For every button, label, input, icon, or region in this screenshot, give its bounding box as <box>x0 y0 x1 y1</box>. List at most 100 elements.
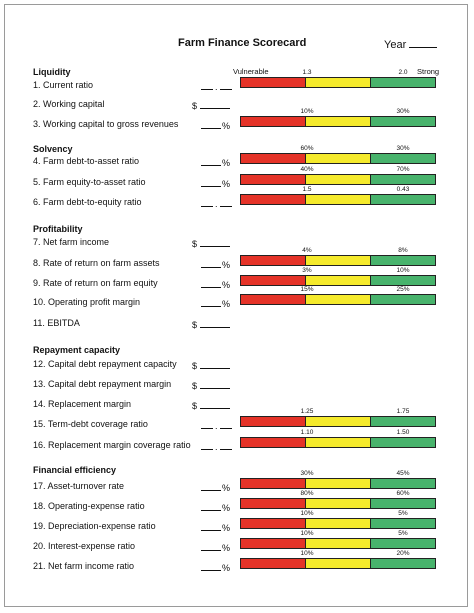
entry-line[interactable] <box>200 359 231 369</box>
entry-line-fraction[interactable] <box>219 419 232 429</box>
vulnerable-segment <box>241 539 305 548</box>
entry-line-fraction[interactable] <box>219 80 232 90</box>
percent-entry-3[interactable]: % <box>201 119 230 131</box>
threshold-label-4-1: 60% <box>300 145 314 152</box>
entry-line-whole[interactable] <box>201 419 213 429</box>
entry-line[interactable] <box>201 481 221 491</box>
strong-segment <box>371 175 435 184</box>
vulnerable-segment <box>241 417 305 426</box>
strong-segment <box>371 154 435 163</box>
year-field[interactable]: Year <box>384 37 438 51</box>
entry-line[interactable] <box>200 99 231 109</box>
entry-line[interactable] <box>201 278 221 288</box>
rating-bar-21 <box>240 558 436 569</box>
dollar-entry-12[interactable]: $ <box>192 359 231 371</box>
threshold-label-21-1: 10% <box>300 550 314 557</box>
item-label-11: 11. EBITDA <box>33 318 80 328</box>
entry-line[interactable] <box>200 399 231 409</box>
entry-line-whole[interactable] <box>201 80 213 90</box>
item-label-16: 16. Replacement margin coverage ratio <box>33 440 191 450</box>
percent-sign: % <box>222 299 231 309</box>
threshold-label-10-2: 25% <box>396 286 410 293</box>
threshold-label-5-1: 40% <box>300 166 314 173</box>
percent-entry-21[interactable]: % <box>201 561 230 573</box>
strong-segment <box>371 276 435 285</box>
strong-segment <box>371 78 435 87</box>
entry-line[interactable] <box>201 258 221 268</box>
vulnerable-segment <box>241 256 305 265</box>
percent-entry-20[interactable]: % <box>201 541 230 553</box>
entry-line[interactable] <box>200 318 231 328</box>
strong-segment <box>371 117 435 126</box>
item-label-12: 12. Capital debt repayment capacity <box>33 359 177 369</box>
ratio-entry-16[interactable]: . <box>201 440 232 452</box>
caution-segment <box>306 117 370 126</box>
percent-entry-4[interactable]: % <box>201 156 230 168</box>
page-frame <box>4 4 468 607</box>
threshold-label-17-2: 45% <box>396 470 410 477</box>
threshold-label-6-1: 1.5 <box>302 186 312 193</box>
entry-line[interactable] <box>201 541 221 551</box>
section-repayment-capacity: Repayment capacity <box>33 345 121 355</box>
item-label-7: 7. Net farm income <box>33 237 110 247</box>
rating-bar-1 <box>240 77 436 88</box>
item-label-4: 4. Farm debt-to-asset ratio <box>33 156 140 166</box>
percent-entry-18[interactable]: % <box>201 501 230 513</box>
entry-line[interactable] <box>200 237 231 247</box>
entry-line-fraction[interactable] <box>219 440 232 450</box>
entry-line[interactable] <box>201 177 221 187</box>
entry-line[interactable] <box>201 119 221 129</box>
entry-line-fraction[interactable] <box>219 197 232 207</box>
percent-entry-10[interactable]: % <box>201 297 230 309</box>
threshold-label-9-1: 3% <box>302 267 312 274</box>
entry-line-whole[interactable] <box>201 197 213 207</box>
threshold-label-3-1: 10% <box>300 108 314 115</box>
entry-line[interactable] <box>201 297 221 307</box>
threshold-label-1-1: 1.3 <box>302 69 312 76</box>
dollar-entry-2[interactable]: $ <box>192 99 231 111</box>
rating-bar-20 <box>240 538 436 549</box>
item-label-9: 9. Rate of return on farm equity <box>33 278 158 288</box>
caution-segment <box>306 519 370 528</box>
dollar-entry-11[interactable]: $ <box>192 318 231 330</box>
percent-entry-9[interactable]: % <box>201 278 230 290</box>
rating-bar-5 <box>240 174 436 185</box>
percent-entry-17[interactable]: % <box>201 481 230 493</box>
entry-line[interactable] <box>201 561 221 571</box>
dollar-sign: $ <box>192 320 198 330</box>
item-label-21: 21. Net farm income ratio <box>33 561 135 571</box>
entry-line[interactable] <box>201 501 221 511</box>
dollar-sign: $ <box>192 381 198 391</box>
caution-segment <box>306 479 370 488</box>
caution-segment <box>306 175 370 184</box>
year-input-line[interactable] <box>409 37 438 48</box>
dollar-entry-7[interactable]: $ <box>192 237 231 249</box>
vulnerable-segment <box>241 499 305 508</box>
percent-entry-5[interactable]: % <box>201 177 230 189</box>
entry-line[interactable] <box>201 521 221 531</box>
threshold-label-18-2: 60% <box>396 490 410 497</box>
decimal-point: . <box>215 421 218 431</box>
caution-segment <box>306 417 370 426</box>
decimal-point: . <box>215 82 218 92</box>
item-label-20: 20. Interest-expense ratio <box>33 541 136 551</box>
ratio-entry-1[interactable]: . <box>201 80 232 92</box>
ratio-entry-15[interactable]: . <box>201 419 232 431</box>
item-label-8: 8. Rate of return on farm assets <box>33 258 160 268</box>
entry-line-whole[interactable] <box>201 440 213 450</box>
threshold-label-15-1: 1.25 <box>300 408 314 415</box>
percent-entry-19[interactable]: % <box>201 521 230 533</box>
entry-line[interactable] <box>201 156 221 166</box>
entry-line[interactable] <box>200 379 231 389</box>
threshold-label-17-1: 30% <box>300 470 314 477</box>
vulnerable-segment <box>241 519 305 528</box>
item-label-19: 19. Depreciation-expense ratio <box>33 521 156 531</box>
item-label-10: 10. Operating profit margin <box>33 297 141 307</box>
item-label-2: 2. Working capital <box>33 99 105 109</box>
dollar-entry-13[interactable]: $ <box>192 379 231 391</box>
strong-segment <box>371 539 435 548</box>
ratio-entry-6[interactable]: . <box>201 197 232 209</box>
dollar-entry-14[interactable]: $ <box>192 399 231 411</box>
percent-entry-8[interactable]: % <box>201 258 230 270</box>
rating-bar-4 <box>240 153 436 164</box>
